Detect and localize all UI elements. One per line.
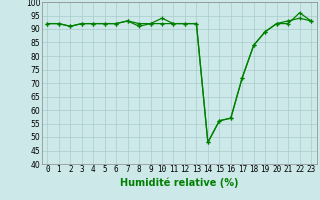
X-axis label: Humidité relative (%): Humidité relative (%): [120, 177, 238, 188]
